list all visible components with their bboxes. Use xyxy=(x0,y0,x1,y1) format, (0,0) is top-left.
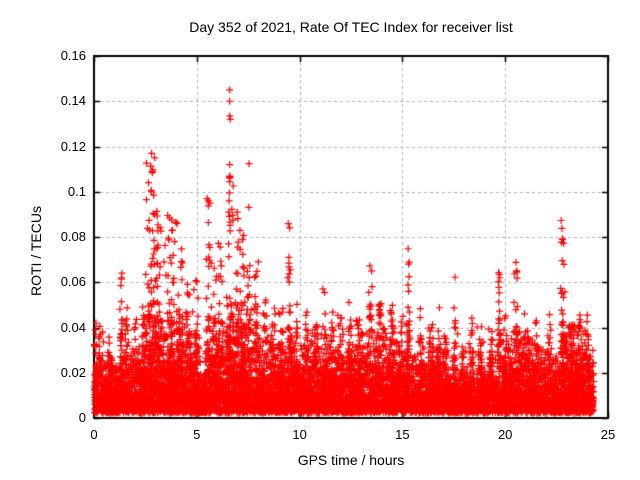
x-tick-label: 25 xyxy=(600,427,616,442)
y-tick-label: 0.04 xyxy=(60,319,86,335)
x-tick-label: 0 xyxy=(90,427,98,442)
y-tick-label: 0.12 xyxy=(60,138,86,154)
x-tick-label: 20 xyxy=(497,427,513,442)
y-tick-label: 0.06 xyxy=(60,274,86,290)
y-tick-label: 0.16 xyxy=(60,48,86,63)
y-tick-label: 0.08 xyxy=(60,229,86,244)
y-tick-label: 0.1 xyxy=(67,183,86,199)
y-tick-label: 0.14 xyxy=(60,93,86,109)
y-tick-label: 0 xyxy=(78,410,86,425)
x-tick-label: 15 xyxy=(395,427,410,442)
x-tick-label: 5 xyxy=(193,427,201,442)
x-axis-label: GPS time / hours xyxy=(297,452,405,468)
x-tick-label: 10 xyxy=(292,427,307,442)
y-tick-label: 0.02 xyxy=(60,364,86,380)
chart-title: Day 352 of 2021, Rate Of TEC Index for r… xyxy=(189,19,513,35)
